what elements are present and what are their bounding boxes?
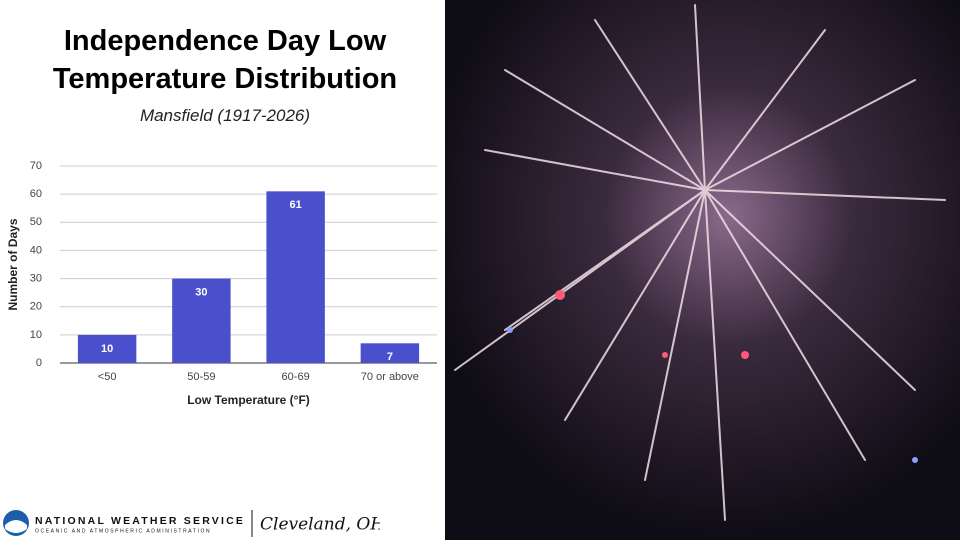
x-tick-label: 60-69 [282, 371, 310, 383]
y-tick-label: 60 [30, 188, 42, 200]
bar [360, 343, 420, 363]
footer: NATIONAL WEATHER SERVICE OCEANIC AND ATM… [3, 510, 380, 537]
noaa-logo-wave [5, 520, 27, 533]
data-label: 10 [101, 343, 113, 355]
agency-subtitle: OCEANIC AND ATMOSPHERIC ADMINISTRATION [35, 528, 211, 534]
chart-title: Independence Day Low Temperature Distrib… [52, 25, 398, 95]
y-tick-label: 70 [30, 160, 42, 172]
chart: 0 10 20 30 40 50 60 70 Number of Days Low Tempera… [6, 160, 437, 407]
y-tick-label: 40 [30, 244, 42, 256]
y-tick-label: 10 [30, 329, 42, 341]
y-tick-label: 20 [30, 301, 42, 313]
office-name: Cleveland, OH [260, 515, 380, 535]
bar [172, 278, 231, 363]
data-label: 61 [290, 199, 302, 211]
y-tick-label: 50 [30, 216, 42, 228]
y-tick-label: 0 [36, 357, 42, 369]
x-tick-label: <50 [98, 371, 117, 383]
agency-name: NATIONAL WEATHER SERVICE [35, 515, 245, 527]
y-tick-label: 30 [30, 272, 42, 284]
x-tick-label: 70 or above [361, 371, 419, 383]
fireworks-photo [445, 0, 960, 540]
slide: Independence Day Low Temperature Distrib… [3, 0, 960, 540]
bar [77, 334, 137, 363]
bar [266, 191, 325, 363]
y-axis-label: Number of Days [6, 218, 20, 310]
data-label: 7 [387, 351, 393, 363]
data-label: 30 [195, 286, 207, 298]
x-axis-label: Low Temperature (°F) [187, 393, 310, 407]
x-tick-label: 50-59 [187, 371, 215, 383]
chart-subtitle: Mansfield (1917-2026) [139, 106, 311, 125]
